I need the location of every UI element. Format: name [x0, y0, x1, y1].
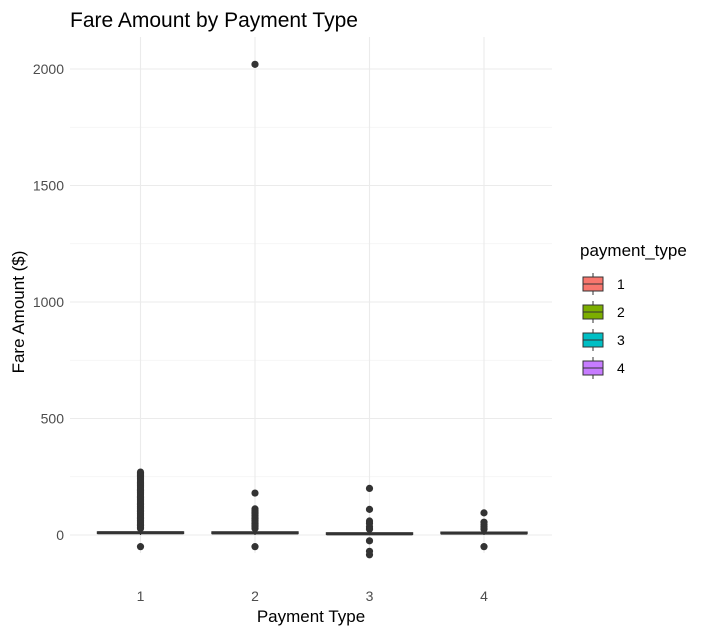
box-3 [325, 484, 414, 559]
outlier-point [251, 543, 259, 551]
major-gridlines [70, 37, 552, 553]
outlier-point [365, 505, 374, 513]
outlier-point [251, 489, 259, 497]
legend-label: 4 [617, 360, 625, 376]
x-axis-ticks: 1 2 3 4 [137, 588, 489, 604]
box-1 [96, 468, 185, 551]
plot-panel [70, 37, 552, 559]
legend: payment_type 1 2 3 4 [580, 241, 687, 379]
y-tick-label: 1000 [33, 294, 64, 310]
x-tick-label: 4 [480, 588, 488, 604]
legend-title: payment_type [580, 241, 687, 260]
legend-item-4: 4 [582, 357, 625, 379]
outlier-point [251, 60, 259, 68]
legend-items: 1 2 3 4 [582, 273, 625, 379]
legend-item-1: 1 [582, 273, 625, 295]
outlier-point [480, 518, 488, 526]
minor-gridlines [70, 126, 552, 478]
y-axis-ticks: 0 500 1000 1500 2000 [33, 61, 64, 543]
y-tick-label: 0 [56, 527, 64, 543]
outlier-point [480, 543, 488, 551]
y-tick-label: 500 [41, 411, 65, 427]
outlier-point [136, 468, 145, 476]
y-axis-title: Fare Amount ($) [9, 251, 28, 374]
legend-label: 1 [617, 276, 625, 292]
outlier-point [480, 509, 488, 517]
x-tick-label: 1 [137, 588, 145, 604]
x-tick-label: 3 [366, 588, 374, 604]
legend-item-3: 3 [582, 329, 625, 351]
outlier-point [365, 537, 374, 545]
outlier-point [365, 517, 374, 525]
legend-label: 2 [617, 304, 625, 320]
outlier-point [365, 547, 374, 555]
outlier-point [251, 505, 259, 513]
y-tick-label: 2000 [33, 61, 64, 77]
x-axis-title: Payment Type [257, 607, 365, 626]
outlier-point [365, 484, 374, 492]
box-4 [440, 509, 528, 551]
y-tick-label: 1500 [33, 178, 64, 194]
x-tick-label: 2 [251, 588, 259, 604]
chart-title: Fare Amount by Payment Type [70, 9, 358, 32]
boxplot-series [96, 60, 528, 559]
legend-item-2: 2 [582, 301, 625, 323]
outlier-point [136, 543, 145, 551]
legend-label: 3 [617, 332, 625, 348]
box-2 [211, 60, 299, 551]
